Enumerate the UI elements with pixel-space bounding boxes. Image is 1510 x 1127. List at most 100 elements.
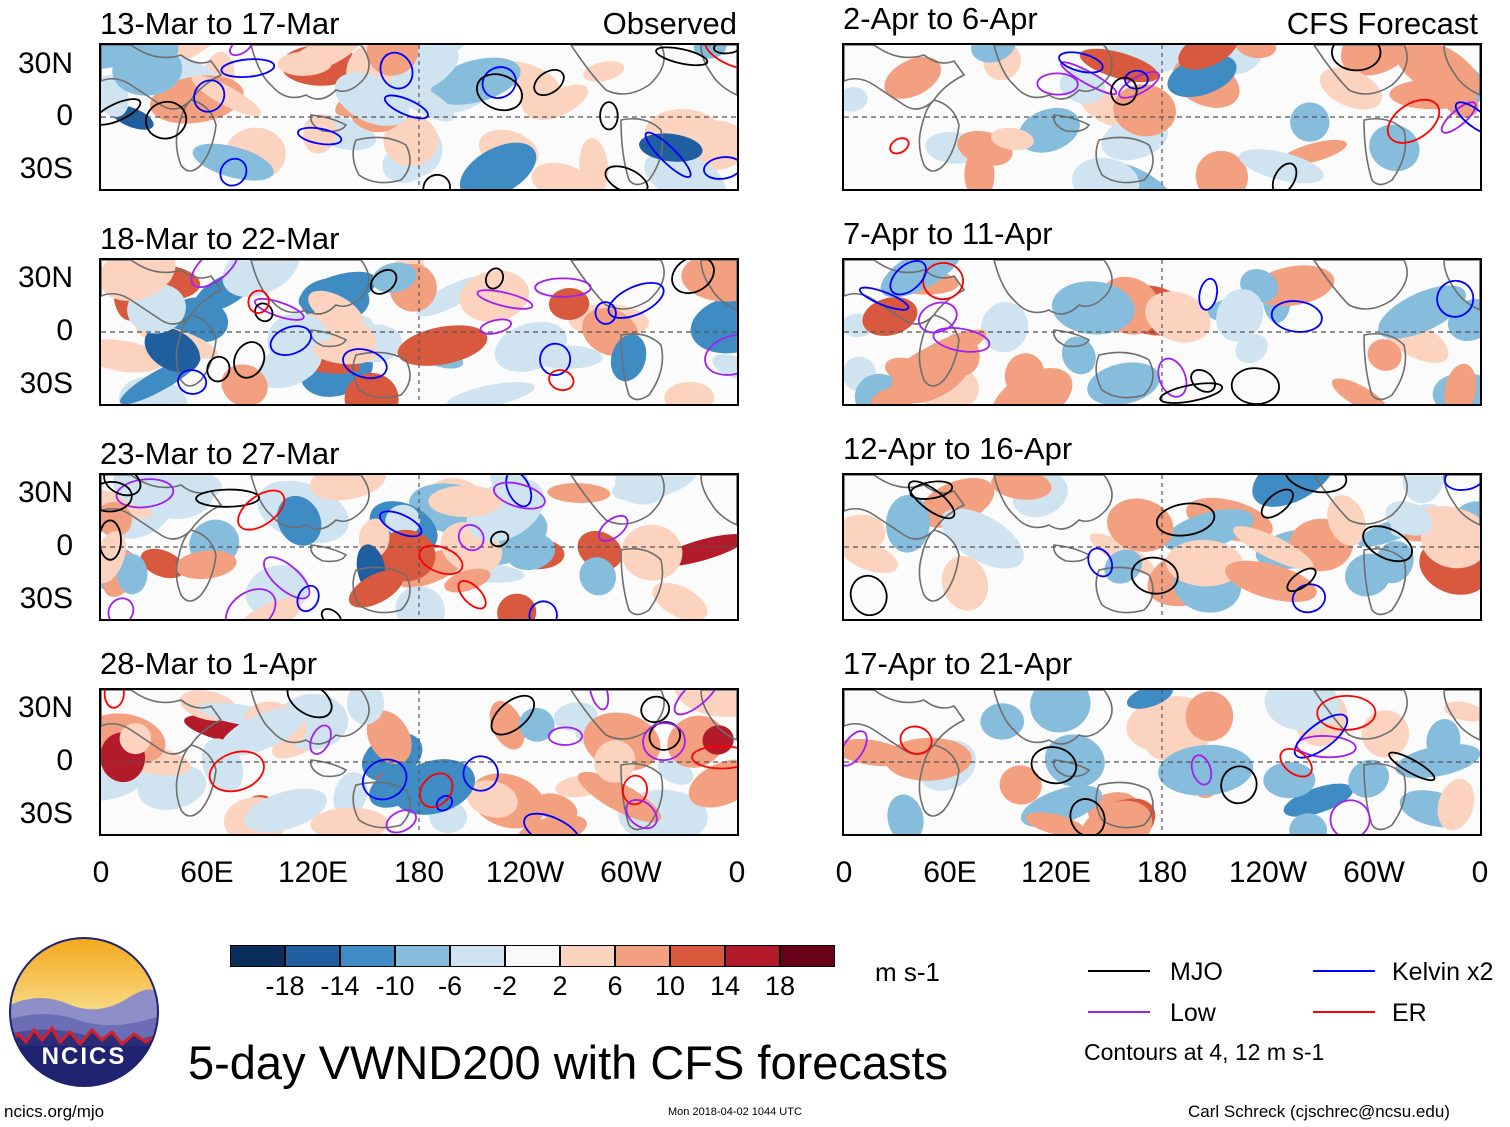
anomaly-blob — [284, 45, 362, 75]
lat-label-30s: 30S — [19, 582, 73, 615]
coastline — [993, 690, 1113, 745]
lat-label-eq: 0 — [56, 744, 73, 777]
lat-label-30n: 30N — [17, 47, 73, 80]
anomaly-blob — [1406, 45, 1440, 71]
anomaly-blob — [428, 485, 503, 518]
anomaly-blob — [547, 483, 611, 503]
anomaly-blob — [390, 80, 455, 122]
wave-contour — [490, 530, 510, 548]
wave-contour — [254, 302, 274, 323]
wave-contour — [342, 348, 388, 380]
legend-line-er — [1313, 1011, 1375, 1013]
wave-contour — [253, 297, 305, 321]
colorbar-swatch — [560, 945, 615, 967]
wave-contour — [704, 334, 737, 376]
footer-author: Carl Schreck (cjschrec@ncsu.edu) — [1188, 1102, 1450, 1121]
colorbar-swatch — [230, 945, 285, 967]
colorbar-swatch — [285, 945, 340, 967]
anomaly-blob — [1030, 690, 1091, 733]
wave-contour — [206, 355, 231, 383]
wave-contour — [1440, 101, 1477, 134]
anomaly-blob — [1378, 285, 1466, 339]
anomaly-blob — [1443, 701, 1480, 722]
anomaly-blob — [1051, 281, 1135, 335]
colorbar-swatch — [340, 945, 395, 967]
wave-contour — [1110, 76, 1138, 106]
legend-label-kelvin: Kelvin x2 — [1392, 958, 1494, 986]
coastline — [175, 99, 217, 172]
lat-label-30s: 30S — [19, 797, 73, 830]
coastline — [1363, 332, 1407, 401]
colorbar-swatch — [505, 945, 560, 967]
anomaly-blob — [191, 75, 261, 117]
coastline — [1443, 45, 1480, 96]
anomaly-blob — [887, 794, 924, 834]
anomaly-blob — [1233, 526, 1314, 570]
anomaly-blob — [383, 115, 438, 167]
map-panel-2 — [99, 258, 739, 406]
wave-contour — [208, 750, 265, 793]
anomaly-blob — [489, 700, 525, 750]
wave-contour — [703, 156, 737, 180]
wave-contour — [844, 730, 868, 767]
coastline — [1443, 690, 1480, 741]
wave-contour — [1436, 279, 1475, 318]
wave-contour — [457, 580, 487, 610]
coastline — [352, 136, 411, 184]
anomaly-blob — [941, 556, 989, 611]
coastline — [1443, 475, 1480, 526]
ncics-logo-graphic: NCICS — [9, 937, 159, 1087]
wave-contour — [917, 301, 958, 334]
anomaly-blob — [1163, 509, 1254, 552]
wave-contour — [493, 481, 546, 510]
anomaly-blob — [459, 270, 530, 322]
lon-label: 0 — [1471, 856, 1489, 889]
wave-contour — [1329, 799, 1371, 834]
map-panel-7 — [842, 473, 1482, 621]
observed-label: Observed — [602, 6, 737, 41]
legend-label-low: Low — [1170, 999, 1216, 1027]
wave-contour — [286, 690, 333, 719]
colorbar-label: 10 — [654, 971, 686, 1001]
colorbar-label: -2 — [492, 971, 518, 1001]
wave-contour — [1087, 547, 1114, 578]
anomaly-blob — [870, 386, 916, 404]
wave-contour — [1130, 556, 1179, 595]
anomaly-blob — [101, 531, 126, 584]
lat-label-30n: 30N — [17, 476, 73, 509]
coastline — [918, 99, 960, 172]
anomaly-map — [844, 45, 1480, 189]
wave-contour — [1030, 746, 1078, 785]
coastline — [1313, 260, 1408, 310]
anomaly-blob — [1216, 289, 1264, 342]
anomaly-blob — [369, 766, 425, 808]
anomaly-blob — [308, 290, 364, 330]
lon-label: 180 — [1136, 856, 1188, 889]
anomaly-blob — [1437, 778, 1475, 831]
anomaly-blob — [333, 771, 368, 818]
coastline — [993, 475, 1113, 530]
wave-contour — [607, 281, 665, 319]
wave-contour — [597, 514, 629, 542]
colorbar-label: 18 — [764, 971, 796, 1001]
anomaly-blob — [144, 327, 200, 373]
lon-label: 60E — [923, 856, 977, 889]
anomaly-blob — [257, 341, 322, 389]
anomaly-blob — [999, 765, 1042, 805]
wave-contour — [588, 690, 610, 711]
anomaly-blob — [1104, 549, 1143, 584]
anomaly-blob — [1283, 783, 1354, 817]
coastline — [309, 759, 348, 778]
panel-title-3: 23-Mar to 27-Mar — [100, 436, 340, 471]
colorbar-unit: m s-1 — [875, 957, 940, 987]
wave-contour — [422, 173, 451, 189]
lon-label: 120E — [1020, 856, 1092, 889]
anomaly-blob — [579, 557, 616, 596]
coastline — [1095, 566, 1154, 614]
anomaly-blob — [1195, 150, 1248, 189]
wave-contour — [604, 165, 649, 189]
wave-contour — [1159, 382, 1224, 404]
anomaly-blob — [940, 508, 1024, 569]
anomaly-blob — [1165, 539, 1244, 587]
coastline — [1052, 329, 1091, 348]
